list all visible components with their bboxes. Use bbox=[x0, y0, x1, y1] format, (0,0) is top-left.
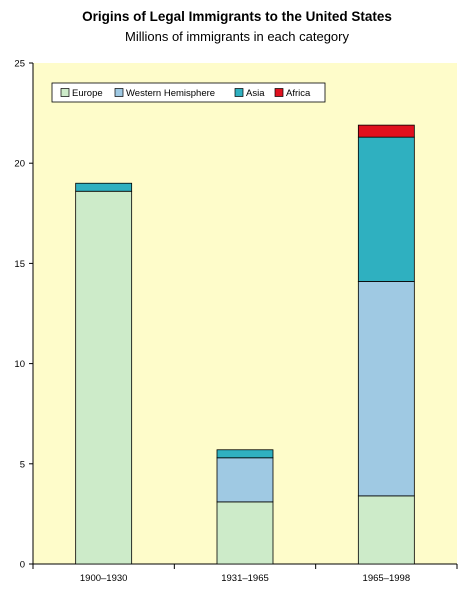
bar-segment-europe[interactable] bbox=[357, 495, 415, 565]
y-tick-label: 20 bbox=[14, 159, 25, 170]
y-tick-label: 0 bbox=[20, 560, 25, 571]
bar-segment-europe[interactable] bbox=[75, 190, 133, 565]
y-tick-label: 25 bbox=[14, 59, 25, 70]
chart-title: Origins of Legal Immigrants to the Unite… bbox=[82, 9, 392, 24]
legend-swatch-western-hemisphere bbox=[114, 88, 124, 97]
bar-segment-africa[interactable] bbox=[357, 124, 415, 138]
bar-segment-western-hemisphere[interactable] bbox=[357, 281, 415, 497]
chart-subtitle: Millions of immigrants in each category bbox=[125, 29, 349, 44]
y-tick-label: 10 bbox=[14, 359, 25, 370]
legend-swatch-asia bbox=[234, 88, 244, 97]
y-tick-label: 5 bbox=[20, 459, 25, 470]
x-tick-label: 1931–1965 bbox=[221, 573, 269, 584]
bar-segment-asia[interactable] bbox=[216, 449, 274, 459]
bar-segment-asia[interactable] bbox=[357, 136, 415, 282]
bar-segment-asia[interactable] bbox=[75, 182, 133, 192]
legend-label: Africa bbox=[286, 88, 311, 99]
bar-segment-europe[interactable] bbox=[216, 501, 274, 565]
legend-swatch-europe bbox=[60, 88, 70, 97]
legend-box bbox=[51, 82, 326, 103]
legend-label: Asia bbox=[246, 88, 265, 99]
y-tick-label: 15 bbox=[14, 259, 25, 270]
x-tick-label: 1965–1998 bbox=[363, 573, 411, 584]
legend-swatch-africa bbox=[274, 88, 284, 97]
legend-label: Europe bbox=[72, 88, 103, 99]
x-tick-label: 1900–1930 bbox=[80, 573, 128, 584]
bar-segment-western-hemisphere[interactable] bbox=[216, 457, 274, 503]
legend-label: Western Hemisphere bbox=[126, 88, 215, 99]
